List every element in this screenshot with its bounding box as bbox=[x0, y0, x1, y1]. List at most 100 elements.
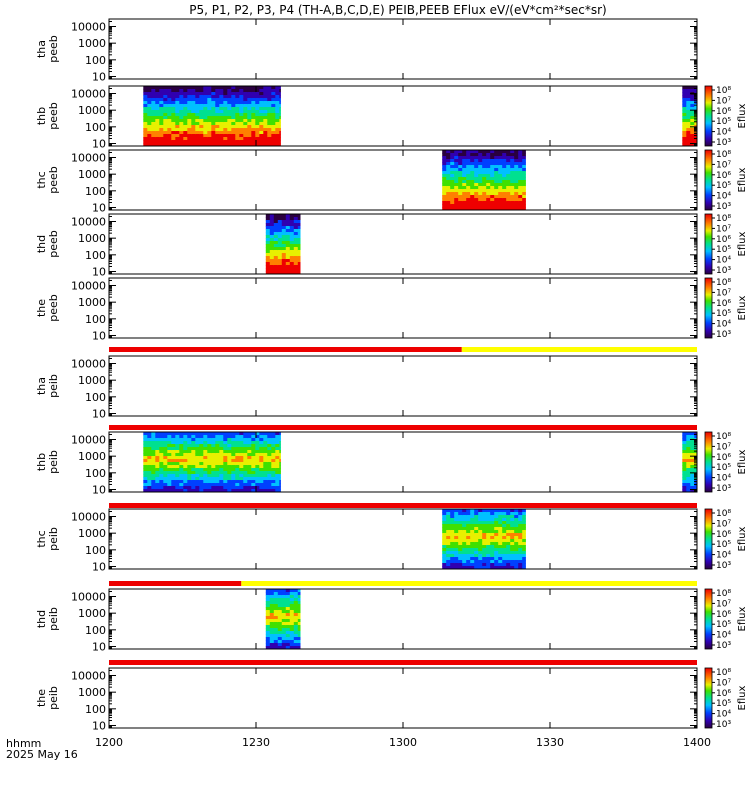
spectrogram-cell bbox=[167, 113, 172, 117]
spectrogram-cell bbox=[271, 450, 276, 454]
spectrogram-cell bbox=[690, 489, 695, 493]
spectrogram-cell bbox=[474, 204, 479, 208]
spectrogram-cell bbox=[267, 140, 272, 144]
spectrogram-cell bbox=[251, 137, 256, 141]
spectrogram-cell bbox=[273, 589, 279, 593]
spectrogram-cell bbox=[486, 195, 491, 199]
spectrogram-cell bbox=[450, 563, 455, 567]
spectrogram-cell bbox=[263, 110, 268, 114]
spectrogram-cell bbox=[494, 560, 499, 564]
spectrogram-cell bbox=[247, 489, 252, 493]
panel-probe-label: the bbox=[35, 299, 48, 317]
spectrogram-cell bbox=[273, 268, 279, 272]
spectrogram-cell bbox=[490, 566, 495, 570]
spectrogram-cell bbox=[498, 521, 503, 525]
spectrogram-cell bbox=[195, 486, 200, 490]
spectrogram-cell bbox=[259, 92, 264, 96]
spectrogram-cell bbox=[694, 465, 698, 469]
spectrogram-cell bbox=[219, 122, 224, 126]
spectrogram-cell bbox=[506, 566, 511, 570]
spectrogram-cell bbox=[285, 214, 291, 218]
spectrogram-cell bbox=[694, 462, 698, 466]
spectrogram-cell bbox=[293, 613, 299, 617]
spectrogram-cell bbox=[289, 634, 295, 638]
spectrogram-cell bbox=[211, 92, 216, 96]
spectrogram-cell bbox=[167, 462, 172, 466]
spectrogram-cell bbox=[442, 156, 447, 160]
spectrogram-cell bbox=[458, 198, 463, 202]
y-tick-label: 10 bbox=[92, 641, 106, 654]
spectrogram-cell bbox=[486, 207, 491, 211]
spectrogram-cell bbox=[251, 441, 256, 445]
spectrogram-cell bbox=[269, 604, 275, 608]
spectrogram-cell bbox=[275, 110, 280, 114]
spectrogram-cell bbox=[442, 539, 447, 543]
spectrogram-cell bbox=[442, 207, 447, 211]
spectrogram-cell bbox=[466, 530, 471, 534]
spectrogram-cell bbox=[494, 533, 499, 537]
y-tick-label: 10000 bbox=[71, 280, 106, 293]
spectrogram-cell bbox=[446, 183, 451, 187]
spectrogram-cell bbox=[442, 192, 447, 196]
time-axis: 1200 1230 1300 1330 1400 bbox=[95, 736, 711, 749]
spectrogram-cell bbox=[267, 116, 272, 120]
spectrogram-cell bbox=[155, 113, 160, 117]
spectrogram-cell bbox=[207, 489, 212, 493]
spectrogram-cell bbox=[506, 512, 511, 516]
spectrogram-cell bbox=[506, 204, 511, 208]
panel-product-label: peeb bbox=[47, 294, 60, 322]
spectrogram-cell bbox=[255, 119, 260, 123]
spectrogram-cell bbox=[151, 140, 156, 144]
spectrogram-cell bbox=[269, 247, 275, 251]
spectrogram-cell bbox=[187, 98, 192, 102]
spectrogram-cell bbox=[219, 128, 224, 132]
spectrogram-cell bbox=[151, 131, 156, 135]
spectrogram-cell bbox=[199, 450, 204, 454]
spectrogram-cell bbox=[273, 625, 279, 629]
y-tick-label: 10 bbox=[92, 484, 106, 497]
spectrogram-cell bbox=[281, 262, 287, 266]
spectrogram-cell bbox=[151, 468, 156, 472]
spectrogram-cell bbox=[514, 207, 519, 211]
spectrogram-cell bbox=[466, 150, 471, 154]
spectrogram-cell bbox=[267, 113, 272, 117]
spectrogram-cell bbox=[277, 268, 283, 272]
spectrogram-cell bbox=[502, 548, 507, 552]
spectrogram-cell bbox=[510, 563, 515, 567]
colorbar-tick-label: 10³ bbox=[716, 561, 731, 571]
spectrogram-cell bbox=[510, 177, 515, 181]
spectrogram-cell bbox=[279, 92, 281, 96]
spectrogram-cell bbox=[195, 459, 200, 463]
spectrogram-cell bbox=[263, 134, 268, 138]
spectrogram-cell bbox=[490, 521, 495, 525]
spectrogram-cell bbox=[215, 101, 220, 105]
spectrogram-cell bbox=[474, 180, 479, 184]
spectrogram-cell bbox=[207, 86, 212, 90]
spectrogram-cell bbox=[474, 162, 479, 166]
spectrogram-cell bbox=[265, 238, 271, 242]
spectrogram-cell bbox=[522, 524, 526, 528]
spectrogram-cell bbox=[281, 235, 287, 239]
panel-product-label: peeb bbox=[47, 166, 60, 194]
spectrogram-cell bbox=[255, 98, 260, 102]
spectrogram-cell bbox=[297, 259, 301, 263]
spectrogram-cell bbox=[275, 477, 280, 481]
spectrogram-cell bbox=[690, 483, 695, 487]
spectrogram-cell bbox=[151, 453, 156, 457]
spectrogram-cell bbox=[259, 447, 264, 451]
spectrogram-cell bbox=[167, 435, 172, 439]
spectrogram-cell bbox=[462, 557, 467, 561]
spectrogram-cell bbox=[215, 113, 220, 117]
spectrogram-cell bbox=[277, 244, 283, 248]
spectrogram-cell bbox=[211, 483, 216, 487]
spectrogram-cell bbox=[454, 566, 459, 570]
spectrogram-cell bbox=[686, 453, 691, 457]
spectrogram-cell bbox=[143, 101, 148, 105]
spectrogram-cell bbox=[195, 462, 200, 466]
spectrogram-cell bbox=[458, 551, 463, 555]
spectrogram-cell bbox=[147, 444, 152, 448]
spectrogram-cell bbox=[466, 186, 471, 190]
spectrogram-cell bbox=[293, 226, 299, 230]
spectrogram-cell bbox=[450, 201, 455, 205]
